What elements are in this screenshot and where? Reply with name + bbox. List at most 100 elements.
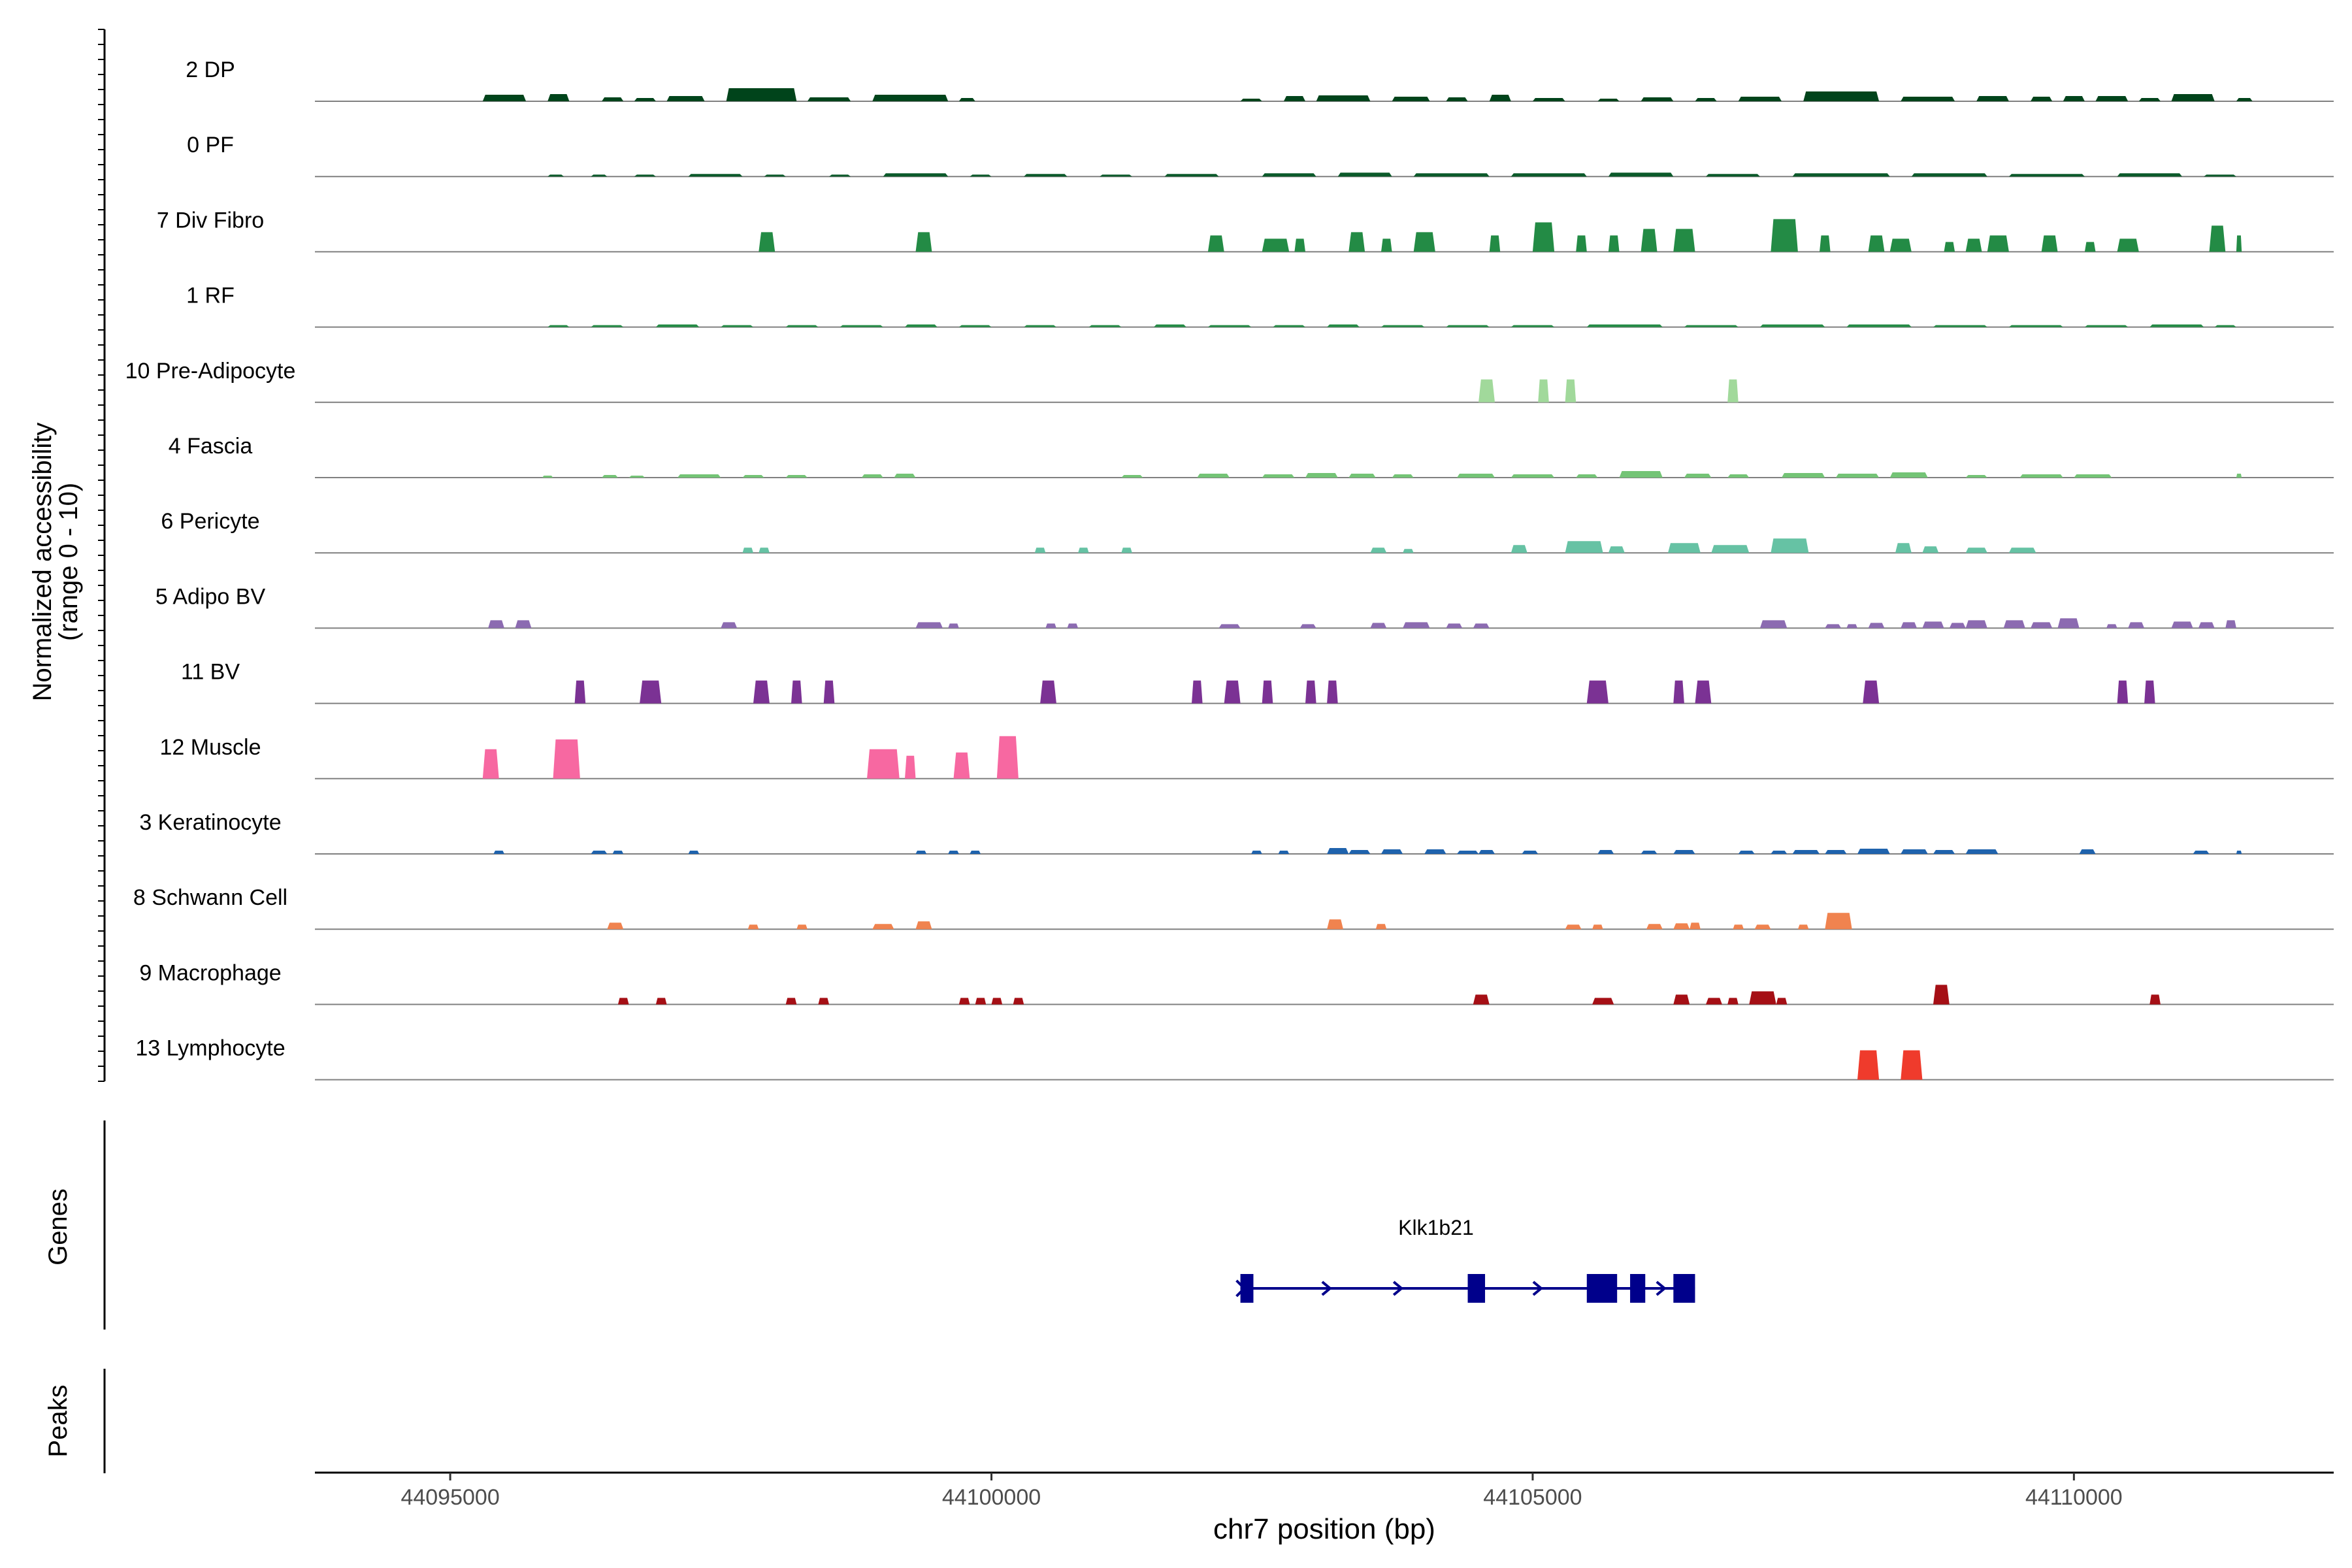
coverage-peak [1511, 173, 1587, 177]
coverage-peak [2008, 547, 2036, 553]
coverage-peak [1316, 95, 1371, 101]
coverage-peak [1251, 851, 1262, 854]
coverage-peak [1738, 851, 1755, 854]
coverage-peak [1538, 379, 1549, 402]
coverage-peak [948, 851, 959, 854]
coverage-peak [1933, 325, 1987, 327]
coverage-peak [655, 324, 700, 327]
coverage-peak [975, 998, 987, 1005]
coverage-peak [1901, 622, 1918, 629]
coverage-peak [1868, 623, 1885, 629]
track-label: 4 Fascia [169, 434, 253, 459]
coverage-peak [1965, 238, 1982, 252]
gene-model [1235, 1274, 1695, 1303]
coverage-peak [2193, 851, 2210, 854]
coverage-peak [1792, 173, 1890, 177]
coverage-peak [1706, 998, 1722, 1005]
coverage-peak [1987, 235, 2009, 252]
coverage-peak [1889, 238, 1912, 252]
coverage-peak [759, 232, 776, 252]
coverage-peak [553, 739, 580, 779]
coverage-peak [1262, 238, 1290, 252]
coverage-peak [1348, 850, 1371, 854]
coverage-peak [1592, 924, 1603, 930]
coverage-peak [1262, 680, 1273, 704]
coverage-peak [1262, 474, 1295, 478]
coverage-peak [1532, 98, 1565, 101]
coverage-peak [1597, 850, 1614, 854]
coverage-peak [612, 851, 624, 854]
coverage-peak [547, 174, 564, 177]
coverage-peak [970, 851, 981, 854]
coverage-peak [1413, 232, 1435, 252]
coverage-peak [1825, 850, 1847, 854]
coverage-peak [1457, 851, 1479, 854]
coverage-peak [1207, 325, 1252, 327]
coverage-peak [2084, 242, 2096, 252]
coverage-peak [1749, 991, 1776, 1005]
coverage-peak [1121, 547, 1132, 553]
coverage-peak [1511, 325, 1555, 327]
coverage-peak [1522, 851, 1539, 854]
coverage-peak [1240, 99, 1262, 101]
coverage-peak [915, 622, 943, 629]
coverage-peak [2106, 624, 2117, 629]
coverage-peak [655, 998, 667, 1005]
coverage-peak [1711, 545, 1750, 553]
coverage-peak [1446, 97, 1468, 101]
coverage-peak [1868, 235, 1885, 252]
coverage-peak [1473, 623, 1490, 629]
coverage-peak [591, 851, 608, 854]
coverage-peak [1067, 623, 1079, 629]
coverage-peak [493, 851, 504, 854]
coverage-peak [1327, 848, 1349, 854]
coverage-peak [1738, 97, 1782, 101]
coverage-peak [1949, 623, 1966, 629]
coverage-peak [747, 924, 759, 930]
coverage-peak [1337, 172, 1392, 177]
track-label: 1 RF [186, 284, 235, 308]
coverage-peak [1608, 235, 1620, 252]
coverage-peak [2031, 622, 2053, 629]
coverage-peak [1901, 1050, 1923, 1080]
coverage-peak [1668, 543, 1701, 553]
coverage-peak [785, 998, 797, 1005]
coverage-peak [2209, 225, 2226, 252]
coverage-peak [1457, 474, 1495, 478]
coverage-peak [1478, 850, 1495, 854]
coverage-peak [1088, 325, 1122, 327]
track-10: 12 Muscle [160, 735, 2334, 779]
coverage-peak [617, 998, 629, 1005]
coverage-peak [1895, 543, 1912, 553]
coverage-peak [1863, 680, 1880, 704]
track-label: 8 Schwann Cell [133, 885, 287, 910]
coverage-peak [958, 325, 992, 327]
coverage-peak [2057, 618, 2080, 629]
coverage-peak [2214, 325, 2236, 327]
coverage-peak [742, 547, 753, 553]
coverage-peak [1782, 473, 1825, 478]
coverage-peak [2236, 235, 2242, 252]
coverage-peak [958, 998, 970, 1005]
track-label: 10 Pre-Adipocyte [125, 359, 296, 384]
coverage-peak [1192, 680, 1203, 704]
coverage-peak [2149, 324, 2204, 327]
genes-label: Genes [44, 1188, 73, 1266]
coverage-peak [953, 752, 970, 779]
x-tick-label: 44110000 [2025, 1485, 2123, 1510]
coverage-peak [861, 474, 883, 478]
coverage-peak [1348, 474, 1376, 478]
track-13: 9 Macrophage [139, 960, 2334, 1005]
track-5: 10 Pre-Adipocyte [125, 359, 2334, 403]
coverage-peak [905, 755, 916, 779]
coverage-peak [1154, 324, 1186, 327]
coverage-peak [872, 924, 894, 930]
coverage-peak [1759, 324, 1825, 327]
coverage-peak [1164, 174, 1219, 177]
coverage-peak [1478, 379, 1495, 402]
coverage-peak [2117, 173, 2182, 177]
x-tick-label: 44100000 [942, 1485, 1041, 1510]
track-8: 5 Adipo BV [155, 584, 2334, 629]
track-11: 3 Keratinocyte [139, 810, 2334, 855]
coverage-peak [1034, 547, 1046, 553]
